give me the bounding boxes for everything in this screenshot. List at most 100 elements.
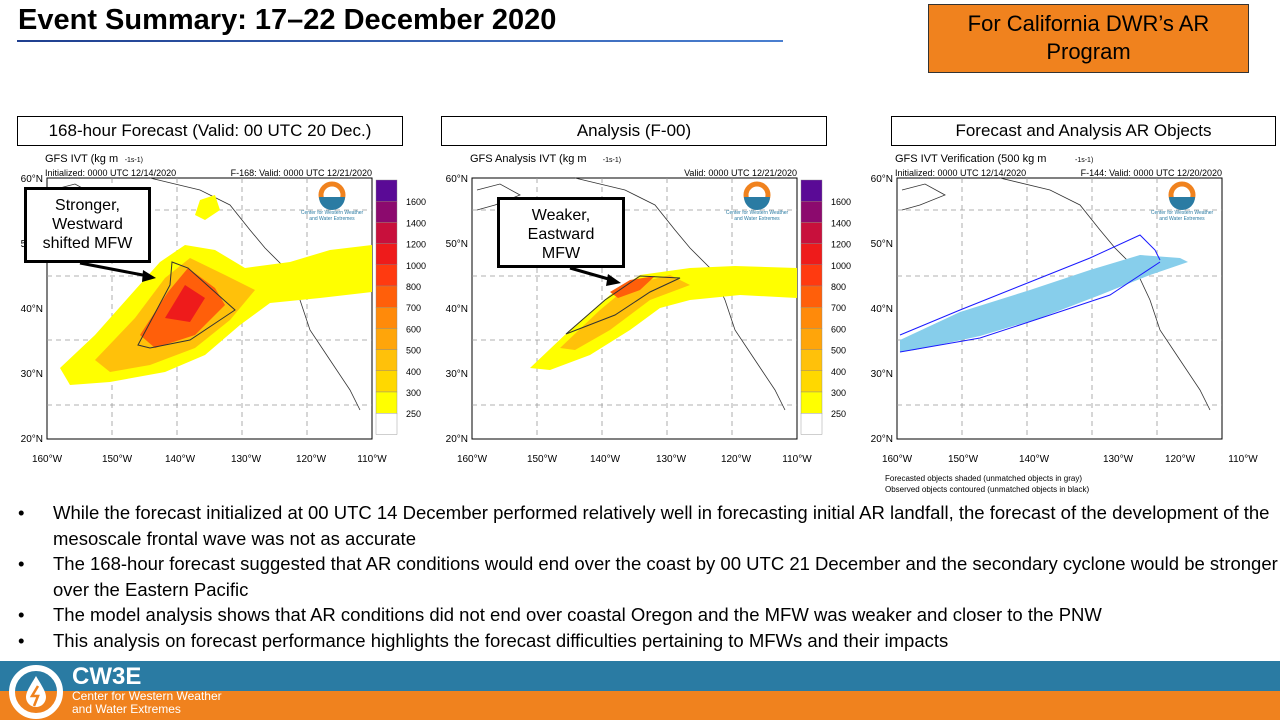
logo-caption: Center for Western Weather <box>1151 210 1214 216</box>
colorbar-label: 1000 <box>831 261 851 271</box>
colorbar-label: 600 <box>831 324 846 334</box>
colorbar-swatch <box>800 413 823 435</box>
lon-label: 160°W <box>882 454 913 465</box>
maps-figure: 60°N 50°N 40°N 30°N 20°N 160°W 150°W 140°W 130°W… <box>21 153 1259 494</box>
lat-label: 20°N <box>871 434 893 445</box>
lat-label: 30°N <box>21 369 43 380</box>
panel-title-analysis: Analysis (F-00) <box>441 116 827 146</box>
ivt-contour <box>137 261 236 349</box>
cw3e-logo-icon <box>319 197 345 210</box>
lon-label: 110°W <box>782 454 812 465</box>
colorbar-label: 250 <box>406 409 421 419</box>
bullet-item: • The model analysis shows that AR condit… <box>18 602 1280 628</box>
lat-label: 60°N <box>446 174 468 185</box>
lon-label: 150°W <box>948 454 979 465</box>
coastline <box>901 183 946 211</box>
colorbar-swatch <box>375 307 398 329</box>
colorbar-swatch <box>375 349 398 372</box>
bullet-text: While the forecast initialized at 00 UTC… <box>53 502 1270 549</box>
lon-label: 110°W <box>1228 454 1258 465</box>
lat-label: 20°N <box>446 434 468 445</box>
cw3e-logo-icon <box>1169 197 1195 210</box>
map-title-units: -1s-1) <box>125 157 143 164</box>
lat-label: 30°N <box>446 369 468 380</box>
colorbar-label: 700 <box>406 303 421 313</box>
ar-object-contour <box>899 261 1161 353</box>
colorbar-label: 400 <box>406 367 421 377</box>
colorbar-label: 1000 <box>406 261 426 271</box>
arrow-head-icon <box>142 270 156 282</box>
map-title: GFS Analysis IVT (kg m <box>470 153 587 165</box>
colorbar-swatch <box>800 370 823 393</box>
annotation-weaker-eastward: Weaker, Eastward MFW <box>497 197 625 268</box>
ivt-contour <box>565 275 681 335</box>
lon-label: 140°W <box>590 454 621 465</box>
lon-label: 150°W <box>102 454 133 465</box>
ar-object-contour <box>899 234 1161 336</box>
lon-label: 120°W <box>721 454 752 465</box>
colorbar-swatch <box>800 391 823 414</box>
lat-label: 40°N <box>21 304 43 315</box>
map-title-units: -1s-1) <box>603 157 621 164</box>
arrow-head-icon <box>606 274 621 286</box>
colorbar-swatch <box>800 285 823 308</box>
map-valid-time: F-144: Valid: 0000 UTC 12/20/2020 <box>1081 168 1222 178</box>
bullet-item: • The 168-hour forecast suggested that AR… <box>18 551 1280 602</box>
lon-label: 110°W <box>357 454 387 465</box>
lat-label: 50°N <box>871 239 893 250</box>
annotation-line: MFW <box>541 245 581 262</box>
lat-label: 60°N <box>871 174 893 185</box>
lon-label: 150°W <box>527 454 558 465</box>
colorbar-swatch <box>800 222 823 244</box>
map-valid-time: F-168: Valid: 0000 UTC 12/21/2020 <box>231 168 372 178</box>
colorbar-swatch <box>800 243 823 266</box>
lat-label: 40°N <box>871 304 893 315</box>
colorbar-label: 500 <box>406 346 421 356</box>
ar-object-shade <box>900 255 1188 352</box>
lon-label: 160°W <box>457 454 488 465</box>
colorbar-label: 300 <box>831 388 846 398</box>
lat-label: 60°N <box>21 174 43 185</box>
annotation-arrow <box>569 266 613 282</box>
objects-note: Observed objects contoured (unmatched ob… <box>885 485 1089 494</box>
lon-label: 130°W <box>1103 454 1134 465</box>
map-title: GFS IVT Verification (500 kg m <box>895 153 1046 165</box>
colorbar-swatch <box>800 264 823 287</box>
colorbar-swatch <box>375 328 398 350</box>
lon-label: 120°W <box>1165 454 1196 465</box>
colorbar-label: 1600 <box>831 197 851 207</box>
colorbar-swatch <box>375 370 398 393</box>
annotation-line: shifted MFW <box>42 235 133 252</box>
lon-label: 140°W <box>1019 454 1050 465</box>
colorbar-swatch <box>375 285 398 308</box>
slide-title: Event Summary: 17–22 December 2020 <box>18 4 557 36</box>
colorbar-swatch <box>375 243 398 266</box>
colorbar-label: 400 <box>831 367 846 377</box>
bullet-text: The 168-hour forecast suggested that AR … <box>53 553 1278 600</box>
map-title: GFS IVT (kg m <box>45 153 118 165</box>
colorbar-swatch <box>800 179 823 202</box>
colorbar-swatch <box>800 307 823 329</box>
coastline <box>476 183 521 211</box>
annotation-line: Weaker, <box>531 207 591 224</box>
program-line-2: Program <box>1046 39 1131 64</box>
footer-band-blue <box>0 661 1280 691</box>
colorbar-swatch <box>375 179 398 202</box>
objects-note: Forecasted objects shaded (unmatched obj… <box>885 474 1082 483</box>
colorbar-swatch <box>375 222 398 244</box>
bullet-item: • This analysis on forecast performance h… <box>18 628 1280 654</box>
logo-caption: Center for Western Weather <box>301 210 364 216</box>
footer-sub-line: Center for Western Weather <box>72 689 222 703</box>
map-init-time: Initialized: 0000 UTC 12/14/2020 <box>45 168 176 178</box>
footer-org-subtitle: Center for Western Weather and Water Ext… <box>72 690 222 716</box>
bullet-text: This analysis on forecast performance hi… <box>53 629 949 651</box>
map-init-time: Initialized: 0000 UTC 12/14/2020 <box>895 168 1026 178</box>
colorbar-label: 1400 <box>831 218 851 228</box>
panel-title-objects: Forecast and Analysis AR Objects <box>891 116 1276 146</box>
colorbar-swatch <box>800 349 823 372</box>
colorbar-label: 500 <box>831 346 846 356</box>
ivt-250-shade <box>195 195 220 220</box>
map-valid-time: Valid: 0000 UTC 12/21/2020 <box>684 168 797 178</box>
lon-label: 120°W <box>296 454 327 465</box>
colorbar-label: 1200 <box>406 240 426 250</box>
